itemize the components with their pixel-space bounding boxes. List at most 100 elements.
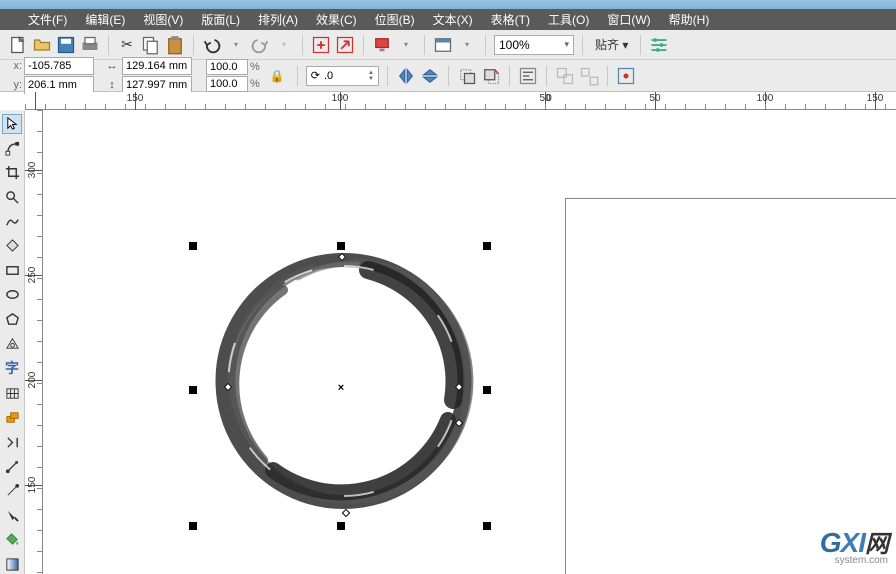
- standard-toolbar: ✂ ▾ ▾ ▾ ▾ 100% 贴齐 ▾: [0, 30, 896, 60]
- separator: [363, 35, 364, 55]
- welcome-dropdown-icon[interactable]: ▾: [457, 35, 477, 55]
- new-icon[interactable]: [8, 35, 28, 55]
- menubar: 文件(F) 编辑(E) 视图(V) 版面(L) 排列(A) 效果(C) 位图(B…: [0, 9, 896, 30]
- pick-tool-icon[interactable]: [2, 114, 22, 134]
- menu-window[interactable]: 窗口(W): [599, 9, 658, 30]
- dimension-tool-icon[interactable]: [2, 408, 22, 427]
- options-icon[interactable]: [649, 35, 669, 55]
- lock-ratio-icon[interactable]: 🔒: [270, 69, 285, 83]
- watermark-net: 网: [865, 531, 888, 558]
- copy-icon[interactable]: [141, 35, 161, 55]
- table-tool-icon[interactable]: [2, 383, 22, 402]
- separator: [546, 66, 547, 86]
- menu-text[interactable]: 文本(X): [425, 9, 481, 30]
- undo-dropdown-icon[interactable]: ▾: [226, 35, 246, 55]
- rotation-icon: ⟳: [311, 69, 320, 82]
- separator: [424, 35, 425, 55]
- menu-bitmap[interactable]: 位图(B): [367, 9, 423, 30]
- eyedropper-tool-icon[interactable]: [2, 481, 22, 500]
- canvas-area[interactable]: ×: [43, 110, 896, 574]
- menu-tools[interactable]: 工具(O): [540, 9, 597, 30]
- smart-fill-tool-icon[interactable]: [2, 236, 22, 255]
- redo-dropdown-icon[interactable]: ▾: [274, 35, 294, 55]
- redo-icon[interactable]: [250, 35, 270, 55]
- zoom-tool-icon[interactable]: [2, 187, 22, 206]
- watermark-g: G: [820, 527, 841, 558]
- separator: [582, 35, 583, 55]
- ellipse-tool-icon[interactable]: [2, 285, 22, 304]
- rectangle-tool-icon[interactable]: [2, 261, 22, 280]
- percent-label: %: [250, 78, 260, 90]
- selection-handle-ne[interactable]: [483, 242, 491, 250]
- group-icon: [555, 66, 575, 86]
- shape-tool-icon[interactable]: [2, 139, 22, 158]
- scale-x-input[interactable]: 100.0: [206, 59, 248, 75]
- open-icon[interactable]: [32, 35, 52, 55]
- x-position-input[interactable]: -105.785 mm: [24, 57, 94, 75]
- freehand-tool-icon[interactable]: [2, 212, 22, 231]
- horizontal-ruler: 15010050501001500: [25, 92, 896, 110]
- separator: [108, 35, 109, 55]
- watermark: GXI网 system.com: [820, 524, 888, 566]
- welcome-icon[interactable]: [433, 35, 453, 55]
- menu-effects[interactable]: 效果(C): [308, 9, 365, 30]
- selection-handle-sw[interactable]: [189, 522, 197, 530]
- rotation-input[interactable]: [324, 70, 364, 82]
- selection-handle-s[interactable]: [337, 522, 345, 530]
- cut-icon[interactable]: ✂: [117, 35, 137, 55]
- crop-tool-icon[interactable]: [2, 163, 22, 182]
- separator: [607, 66, 608, 86]
- artistic-circle-object[interactable]: [213, 250, 475, 512]
- print-icon[interactable]: [80, 35, 100, 55]
- selection-handle-n[interactable]: [337, 242, 345, 250]
- separator: [193, 35, 194, 55]
- menu-help[interactable]: 帮助(H): [661, 9, 718, 30]
- ungroup-icon: [579, 66, 599, 86]
- paste-icon[interactable]: [165, 35, 185, 55]
- convert-curves-icon[interactable]: [616, 66, 636, 86]
- mirror-v-icon[interactable]: [420, 66, 440, 86]
- fill-tool-icon[interactable]: [2, 530, 22, 549]
- selection-handle-w[interactable]: [189, 386, 197, 394]
- selection-handle-se[interactable]: [483, 522, 491, 530]
- rotation-spinner[interactable]: ▲▼: [368, 70, 374, 82]
- outline-tool-icon[interactable]: [2, 506, 22, 525]
- menu-table[interactable]: 表格(T): [483, 9, 538, 30]
- width-input[interactable]: 129.164 mm: [122, 57, 192, 75]
- zoom-value: 100%: [499, 38, 530, 52]
- menu-arrange[interactable]: 排列(A): [250, 9, 306, 30]
- export-icon[interactable]: [335, 35, 355, 55]
- y-label: y:: [8, 79, 22, 91]
- connector-tool-icon[interactable]: [2, 432, 22, 451]
- menu-edit[interactable]: 编辑(E): [77, 9, 133, 30]
- height-icon: ↕: [104, 77, 120, 93]
- separator: [509, 66, 510, 86]
- menu-view[interactable]: 视图(V): [135, 9, 191, 30]
- selection-handle-nw[interactable]: [189, 242, 197, 250]
- app-launcher-icon[interactable]: [372, 35, 392, 55]
- to-back-icon[interactable]: [481, 66, 501, 86]
- basic-shapes-tool-icon[interactable]: [2, 334, 22, 353]
- save-icon[interactable]: [56, 35, 76, 55]
- menu-file[interactable]: 文件(F): [20, 9, 75, 30]
- snap-dropdown[interactable]: 贴齐 ▾: [591, 36, 632, 53]
- mirror-h-icon[interactable]: [396, 66, 416, 86]
- separator: [302, 35, 303, 55]
- app-dropdown-icon[interactable]: ▾: [396, 35, 416, 55]
- separator: [297, 66, 298, 86]
- x-label: x:: [8, 60, 22, 72]
- polygon-tool-icon[interactable]: [2, 310, 22, 329]
- selection-handle-e[interactable]: [483, 386, 491, 394]
- text-tool-icon[interactable]: 字: [2, 358, 22, 378]
- zoom-select[interactable]: 100%: [494, 35, 574, 55]
- wrap-text-icon[interactable]: [518, 66, 538, 86]
- selection-center-marker: ×: [338, 382, 344, 394]
- to-front-icon[interactable]: [457, 66, 477, 86]
- scale-y-input[interactable]: 100.0: [206, 76, 248, 92]
- interactive-fill-tool-icon[interactable]: [2, 555, 22, 574]
- interactive-tool-icon[interactable]: [2, 457, 22, 476]
- separator: [387, 66, 388, 86]
- undo-icon[interactable]: [202, 35, 222, 55]
- menu-layout[interactable]: 版面(L): [193, 9, 248, 30]
- import-icon[interactable]: [311, 35, 331, 55]
